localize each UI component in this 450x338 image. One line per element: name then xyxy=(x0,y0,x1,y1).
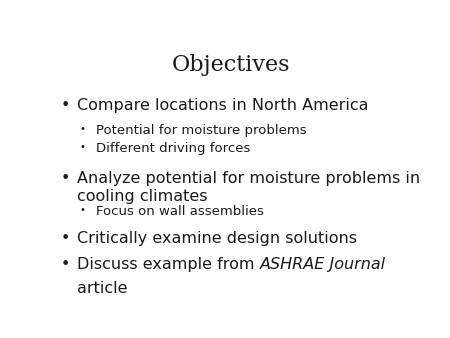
Text: Critically examine design solutions: Critically examine design solutions xyxy=(77,231,357,245)
Text: Focus on wall assemblies: Focus on wall assemblies xyxy=(96,204,264,218)
Text: •: • xyxy=(60,231,70,245)
Text: Analyze potential for moisture problems in
cooling climates: Analyze potential for moisture problems … xyxy=(77,171,420,204)
Text: •: • xyxy=(80,142,86,152)
Text: Different driving forces: Different driving forces xyxy=(96,142,251,155)
Text: •: • xyxy=(60,171,70,186)
Text: •: • xyxy=(80,124,86,134)
Text: Potential for moisture problems: Potential for moisture problems xyxy=(96,124,307,137)
Text: •: • xyxy=(60,257,70,271)
Text: article: article xyxy=(77,281,128,296)
Text: ASHRAE Journal: ASHRAE Journal xyxy=(260,257,386,271)
Text: Discuss example from: Discuss example from xyxy=(77,257,260,271)
Text: •: • xyxy=(60,98,70,113)
Text: Compare locations in North America: Compare locations in North America xyxy=(77,98,369,113)
Text: Objectives: Objectives xyxy=(171,54,290,76)
Text: •: • xyxy=(80,204,86,215)
